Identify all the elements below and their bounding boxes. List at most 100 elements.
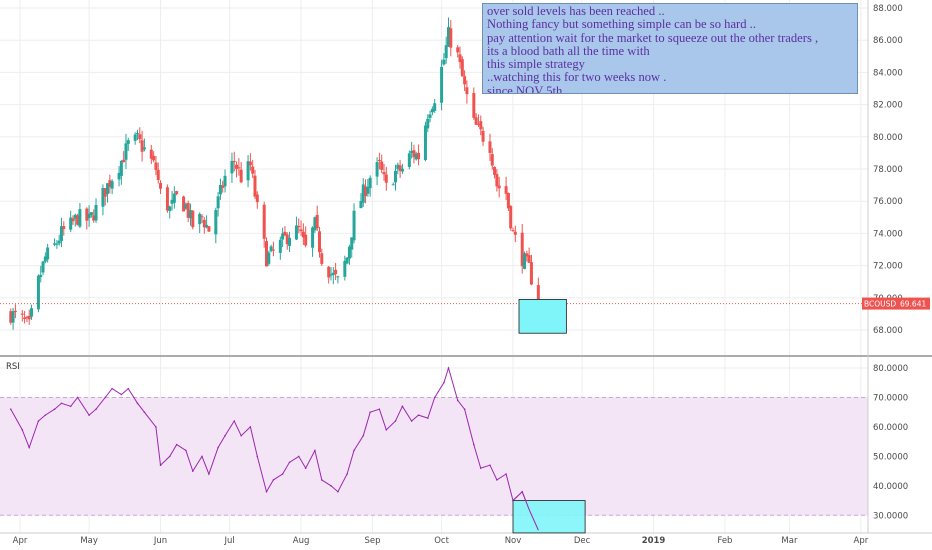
- candle: [108, 174, 112, 194]
- time-tick-label: Apr: [854, 536, 869, 546]
- candle-body: [265, 241, 268, 267]
- candle-body: [472, 92, 476, 118]
- candle: [394, 164, 398, 191]
- time-tick-label: Aug: [293, 536, 310, 546]
- candle: [490, 148, 494, 170]
- candle-body: [271, 249, 275, 251]
- candle-body: [124, 143, 128, 160]
- candle-body: [320, 253, 324, 264]
- candle-body: [304, 234, 308, 246]
- candle: [94, 198, 98, 223]
- candle-body: [191, 210, 195, 228]
- candle-body: [417, 152, 421, 160]
- candle: [488, 133, 492, 161]
- rsi-point: [479, 467, 482, 469]
- candle: [382, 163, 386, 181]
- candle-body: [523, 253, 527, 269]
- candle: [267, 250, 271, 266]
- candle-body: [138, 134, 142, 140]
- candle-body: [110, 181, 114, 189]
- candle: [253, 169, 257, 199]
- candle: [13, 304, 17, 319]
- rsi-band: [0, 397, 868, 516]
- candle-body: [350, 237, 354, 250]
- candle: [255, 191, 259, 209]
- candle-body: [182, 196, 186, 212]
- note-line: since NOV 5th: [487, 83, 563, 94]
- candle-body: [391, 184, 395, 186]
- candle: [458, 46, 462, 69]
- rsi-point: [159, 464, 162, 467]
- candle-body: [465, 87, 469, 95]
- candle-body: [92, 215, 96, 221]
- candle: [481, 126, 485, 146]
- candle-body: [407, 153, 411, 167]
- candle-body: [140, 140, 144, 152]
- candle: [347, 244, 351, 265]
- candle: [126, 137, 130, 151]
- candle-body: [283, 231, 287, 236]
- candle: [426, 114, 430, 132]
- rsi-title: RSI: [6, 362, 20, 372]
- price-tick-label: 78.000: [873, 165, 903, 175]
- candle: [364, 179, 368, 204]
- rsi-tick-label: 70.0000: [873, 393, 908, 403]
- candle: [214, 207, 218, 244]
- candle: [380, 154, 384, 174]
- candle: [71, 215, 75, 225]
- candle: [433, 99, 437, 113]
- candle: [366, 179, 370, 197]
- rsi-point: [168, 455, 171, 458]
- rsi-point: [60, 402, 63, 405]
- rsi-point: [463, 408, 466, 411]
- rsi-point: [473, 443, 475, 446]
- annotation-note[interactable]: over sold levels has been reached .. Not…: [482, 3, 858, 94]
- candle-body: [368, 177, 372, 189]
- candle-body: [186, 203, 190, 218]
- candle: [465, 80, 469, 104]
- price-tick-label: 76.000: [873, 197, 903, 207]
- candle: [221, 180, 225, 193]
- rsi-tick-label: 30.0000: [873, 511, 908, 521]
- candle: [184, 202, 188, 210]
- candle-body: [46, 247, 50, 260]
- rsi-point: [185, 449, 187, 452]
- candle: [154, 156, 158, 175]
- rsi-point: [53, 408, 56, 411]
- time-tick-label: 2019: [642, 536, 666, 546]
- candle-body: [149, 149, 153, 159]
- rsi-point: [505, 473, 507, 475]
- candle: [251, 159, 255, 178]
- rsi-point: [362, 434, 365, 437]
- candle-body: [412, 150, 416, 158]
- candle-body: [458, 54, 462, 63]
- symbol-label: BCOUSD: [864, 300, 896, 309]
- candle-body: [334, 269, 338, 275]
- time-tick-label: Jul: [224, 536, 235, 546]
- candle-body: [69, 217, 73, 230]
- candle-body: [490, 154, 494, 166]
- candle: [9, 308, 13, 325]
- rsi-point: [281, 473, 284, 475]
- candle: [493, 166, 497, 179]
- candle: [27, 309, 31, 325]
- note-line: ..watching this for two weeks now .: [487, 70, 667, 85]
- candle: [124, 133, 128, 170]
- candle: [474, 113, 478, 126]
- candle-body: [449, 28, 453, 48]
- candle: [504, 176, 508, 201]
- candle: [315, 205, 319, 231]
- rsi-point: [330, 485, 332, 487]
- price-tick-label: 74.000: [873, 229, 903, 239]
- candle-body: [11, 311, 15, 323]
- candle-body: [506, 192, 510, 209]
- rsi-point: [496, 479, 498, 481]
- candle: [442, 53, 446, 66]
- candle-body: [315, 214, 319, 229]
- candle: [230, 152, 234, 183]
- rsi-point: [217, 446, 219, 449]
- candle: [334, 262, 338, 281]
- candle: [327, 265, 331, 284]
- candle-body: [135, 133, 139, 135]
